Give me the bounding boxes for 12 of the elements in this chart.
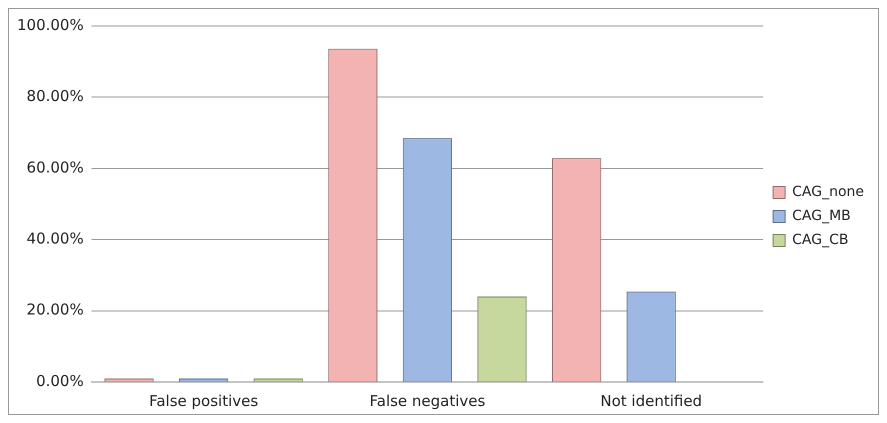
x-tick-label: False negatives	[370, 392, 486, 410]
legend-label: CAG_CB	[792, 232, 848, 248]
x-tick-label: Not identified	[600, 392, 702, 410]
y-tick-label: 80.00%	[26, 87, 84, 106]
x-tick-label: False positives	[149, 392, 258, 410]
y-tick-label: 20.00%	[26, 300, 84, 319]
y-tick-label: 40.00%	[26, 229, 84, 248]
legend-label: CAG_none	[792, 184, 864, 200]
y-tick-label: 60.00%	[26, 158, 84, 176]
y-tick-label: 0.00%	[36, 372, 84, 390]
y-tick-label: 100.00%	[16, 16, 84, 34]
legend-label: CAG_MB	[792, 208, 851, 224]
